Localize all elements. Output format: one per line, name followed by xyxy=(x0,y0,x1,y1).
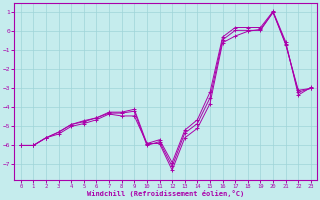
X-axis label: Windchill (Refroidissement éolien,°C): Windchill (Refroidissement éolien,°C) xyxy=(87,190,244,197)
